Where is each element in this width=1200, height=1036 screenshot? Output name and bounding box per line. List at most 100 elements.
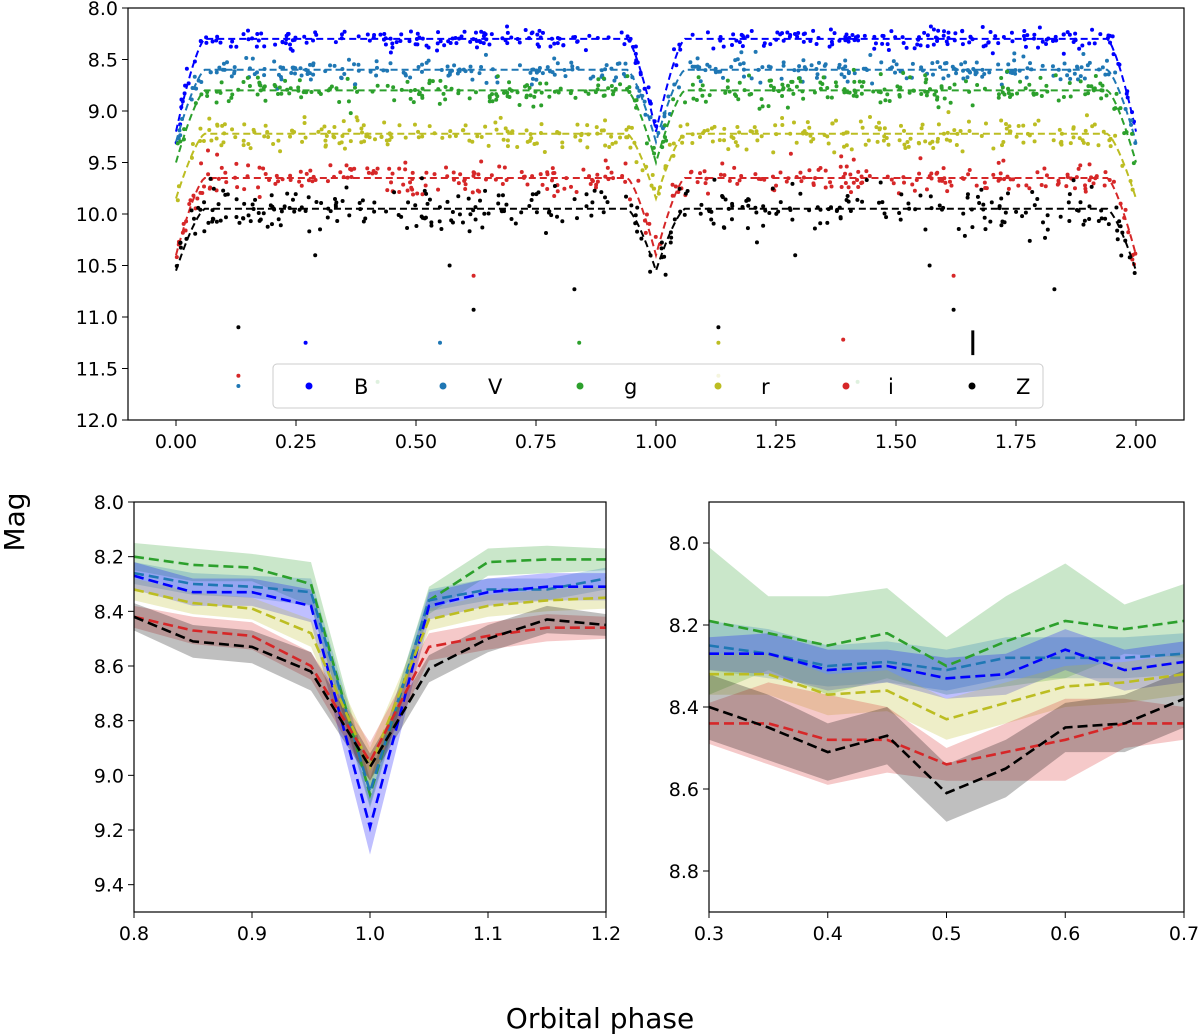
top-point-v (1065, 73, 1070, 78)
top-point-r (791, 120, 796, 125)
top-point-v (963, 60, 968, 65)
top-point-g (897, 93, 902, 98)
top-point-r (886, 142, 891, 147)
top-point-b (828, 27, 833, 32)
top-point-i (423, 183, 428, 188)
top-point-v (281, 65, 286, 70)
top-point-z (496, 201, 501, 206)
top-point-i (216, 176, 221, 181)
top-point-v (930, 61, 935, 66)
top-x-tick-label: 1.00 (635, 431, 677, 453)
top-point-b (983, 43, 988, 48)
top-point-v (1104, 58, 1109, 63)
top-point-b (180, 99, 185, 104)
top-point-g (812, 90, 817, 95)
top-point-r (1032, 139, 1037, 144)
top-point-g (1089, 84, 1094, 89)
top-point-g (854, 94, 859, 99)
top-point-r (348, 139, 353, 144)
top-point-r (1004, 126, 1009, 131)
top-point-z (682, 212, 687, 217)
top-point-r (271, 141, 276, 146)
top-point-g (757, 106, 762, 111)
top-point-z (269, 193, 274, 198)
top-point-z (1106, 222, 1111, 227)
top-point-g (375, 83, 380, 88)
legend-label-i: i (888, 375, 894, 399)
top-point-v (944, 61, 949, 66)
top-point-g (437, 101, 442, 106)
top-x-tick-label: 2.00 (1115, 431, 1157, 453)
top-point-r (448, 129, 453, 134)
top-point-i (688, 170, 693, 175)
top-point-r (1003, 121, 1008, 126)
top-point-v (815, 72, 820, 77)
top-point-z (211, 217, 216, 222)
top-point-v (272, 59, 277, 64)
top-point-r (1071, 135, 1076, 140)
top-point-r (319, 127, 324, 132)
top-point-z (999, 223, 1004, 228)
top-point-i (605, 165, 610, 170)
top-point-z (844, 198, 849, 203)
top-point-g (456, 91, 461, 96)
top-point-b (638, 72, 643, 77)
top-point-g (1093, 74, 1098, 79)
top-point-r (717, 138, 722, 143)
top-point-i (727, 178, 732, 183)
top-point-z (790, 181, 795, 186)
top-point-i (390, 171, 395, 176)
top-point-g (568, 91, 573, 96)
top-point-v (299, 73, 304, 78)
top-point-r (954, 143, 959, 148)
top-point-i (647, 221, 652, 226)
top-point-r (302, 115, 307, 120)
top-point-v (1100, 65, 1105, 70)
top-point-r (735, 125, 740, 130)
top-point-v (642, 99, 647, 104)
top-point-v (225, 60, 230, 65)
top-point-i (299, 183, 304, 188)
top-point-i (623, 161, 628, 166)
top-point-z (449, 218, 454, 223)
top-point-r (300, 139, 305, 144)
top-point-b (365, 32, 370, 37)
top-point-r (667, 142, 672, 147)
top-point-b (690, 32, 695, 37)
top-point-z (668, 240, 673, 245)
top-point-b (1080, 43, 1085, 48)
top-point-r (323, 143, 328, 148)
br-line-z (709, 697, 1184, 795)
top-point-z (584, 192, 589, 197)
top-point-g (908, 75, 913, 80)
top-point-i (974, 183, 979, 188)
top-point-v (1012, 51, 1017, 56)
top-point-r (903, 145, 908, 150)
top-point-z (202, 229, 207, 234)
top-point-b (234, 44, 239, 49)
top-point-r (1068, 141, 1073, 146)
top-point-g (851, 93, 856, 98)
top-point-g (283, 78, 288, 83)
top-point-g (297, 78, 302, 83)
top-point-g (766, 104, 771, 109)
top-point-i (620, 173, 625, 178)
top-point-i (471, 170, 476, 175)
top-point-v (1021, 54, 1026, 59)
top-point-b (287, 42, 292, 47)
legend-marker-r (714, 382, 722, 390)
top-point-v (676, 85, 681, 90)
top-point-b (827, 44, 832, 49)
top-point-g (532, 94, 537, 99)
top-point-g (798, 79, 803, 84)
top-point-r (288, 134, 293, 139)
bl-band-b (134, 562, 606, 855)
top-point-z (534, 210, 539, 215)
top-point-i (644, 212, 649, 217)
top-point-i (732, 165, 737, 170)
bl-line-g (134, 555, 606, 800)
bl-x-tick-label: 1.1 (473, 923, 503, 945)
top-point-b (730, 42, 735, 47)
top-point-i (636, 178, 641, 183)
top-point-i (463, 187, 468, 192)
